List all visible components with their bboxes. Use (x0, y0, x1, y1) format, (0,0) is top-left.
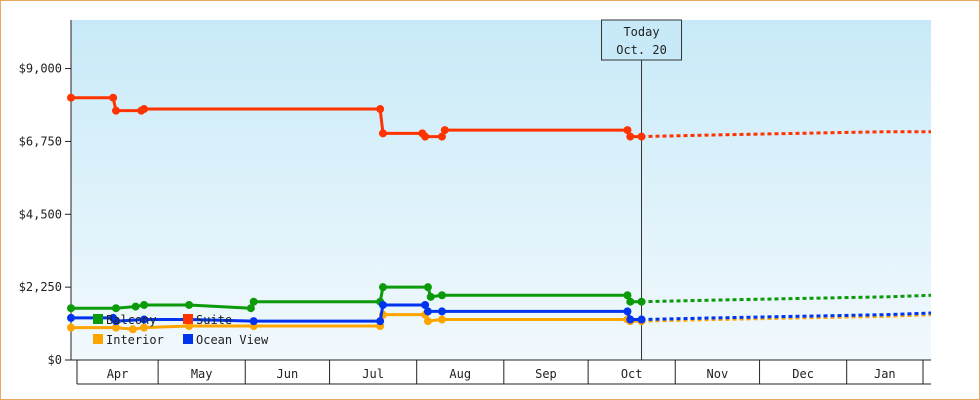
data-point-balcony (378, 283, 387, 292)
data-point-interior (437, 315, 446, 324)
data-point-ocean-view (437, 307, 446, 316)
data-point-ocean-view (67, 313, 75, 322)
x-month-label: Jul (362, 367, 384, 381)
data-point-suite (626, 132, 635, 141)
series-line-ocean-view (71, 303, 642, 323)
y-tick-label: $6,750 (19, 134, 62, 148)
data-point-suite (440, 126, 449, 135)
data-point-suite (376, 105, 385, 114)
data-point-suite (637, 132, 646, 141)
data-point-interior (128, 325, 137, 334)
data-point-ocean-view (249, 317, 258, 326)
data-point-balcony (623, 291, 632, 300)
data-point-balcony (426, 292, 435, 301)
data-point-interior (423, 317, 432, 326)
forecast-line-suite (641, 130, 931, 139)
data-point-balcony (185, 300, 194, 309)
x-month-label: Aug (449, 367, 471, 381)
data-point-balcony (626, 297, 635, 306)
data-point-balcony (131, 302, 140, 311)
data-point-ocean-view (111, 317, 120, 326)
x-month-label: Sep (535, 367, 557, 381)
data-point-ocean-view (378, 300, 387, 309)
forecast-line-ocean-view (641, 311, 932, 322)
data-point-suite (437, 132, 446, 141)
today-label: Today (623, 25, 659, 39)
data-point-ocean-view (623, 307, 632, 316)
data-point-ocean-view (423, 307, 432, 316)
data-point-balcony (67, 304, 75, 313)
legend-label-balcony: Balcony (106, 313, 157, 327)
x-month-label: Nov (707, 367, 729, 381)
data-point-ocean-view (626, 315, 635, 324)
x-month-label: Oct (621, 367, 643, 381)
data-point-ocean-view (637, 315, 646, 324)
x-month-label: May (191, 367, 213, 381)
data-point-balcony (246, 304, 255, 313)
data-point-interior (111, 323, 120, 332)
plot-background (71, 20, 931, 360)
x-month-label: Apr (107, 367, 129, 381)
data-point-suite (67, 93, 75, 102)
x-month-label: Dec (792, 367, 814, 381)
y-tick-label: $9,000 (19, 62, 62, 76)
data-point-interior (140, 323, 149, 332)
today-date-label: Oct. 20 (616, 43, 667, 57)
legend-swatch-suite (183, 314, 193, 324)
data-point-balcony (423, 283, 432, 292)
forecast-line-balcony (641, 293, 932, 304)
data-point-suite (421, 132, 430, 141)
data-point-suite (623, 126, 632, 135)
data-point-balcony (637, 297, 646, 306)
legend-label-ocean-view: Ocean View (196, 333, 269, 347)
x-month-label: Jan (874, 367, 896, 381)
data-point-ocean-view (140, 315, 149, 324)
data-point-suite (378, 129, 387, 138)
legend-label-suite: Suite (196, 313, 232, 327)
legend-swatch-interior (93, 334, 103, 344)
y-tick-label: $2,250 (19, 280, 62, 294)
legend-swatch-balcony (93, 314, 103, 324)
x-month-label: Jun (277, 367, 299, 381)
legend-label-interior: Interior (106, 333, 164, 347)
data-point-suite (109, 93, 118, 102)
y-tick-label: $0 (48, 353, 62, 367)
data-point-suite (111, 106, 120, 115)
data-point-suite (140, 105, 149, 114)
data-point-balcony (111, 304, 120, 313)
y-tick-label: $4,500 (19, 207, 62, 221)
data-point-ocean-view (421, 300, 430, 309)
legend-swatch-ocean-view (183, 334, 193, 344)
today-box (601, 19, 683, 61)
data-point-balcony (249, 297, 258, 306)
data-point-balcony (437, 291, 446, 300)
data-point-ocean-view (376, 317, 385, 326)
data-point-balcony (140, 300, 149, 309)
data-point-interior (67, 323, 75, 332)
forecast-line-interior (641, 313, 932, 323)
series-line-suite (71, 96, 642, 139)
